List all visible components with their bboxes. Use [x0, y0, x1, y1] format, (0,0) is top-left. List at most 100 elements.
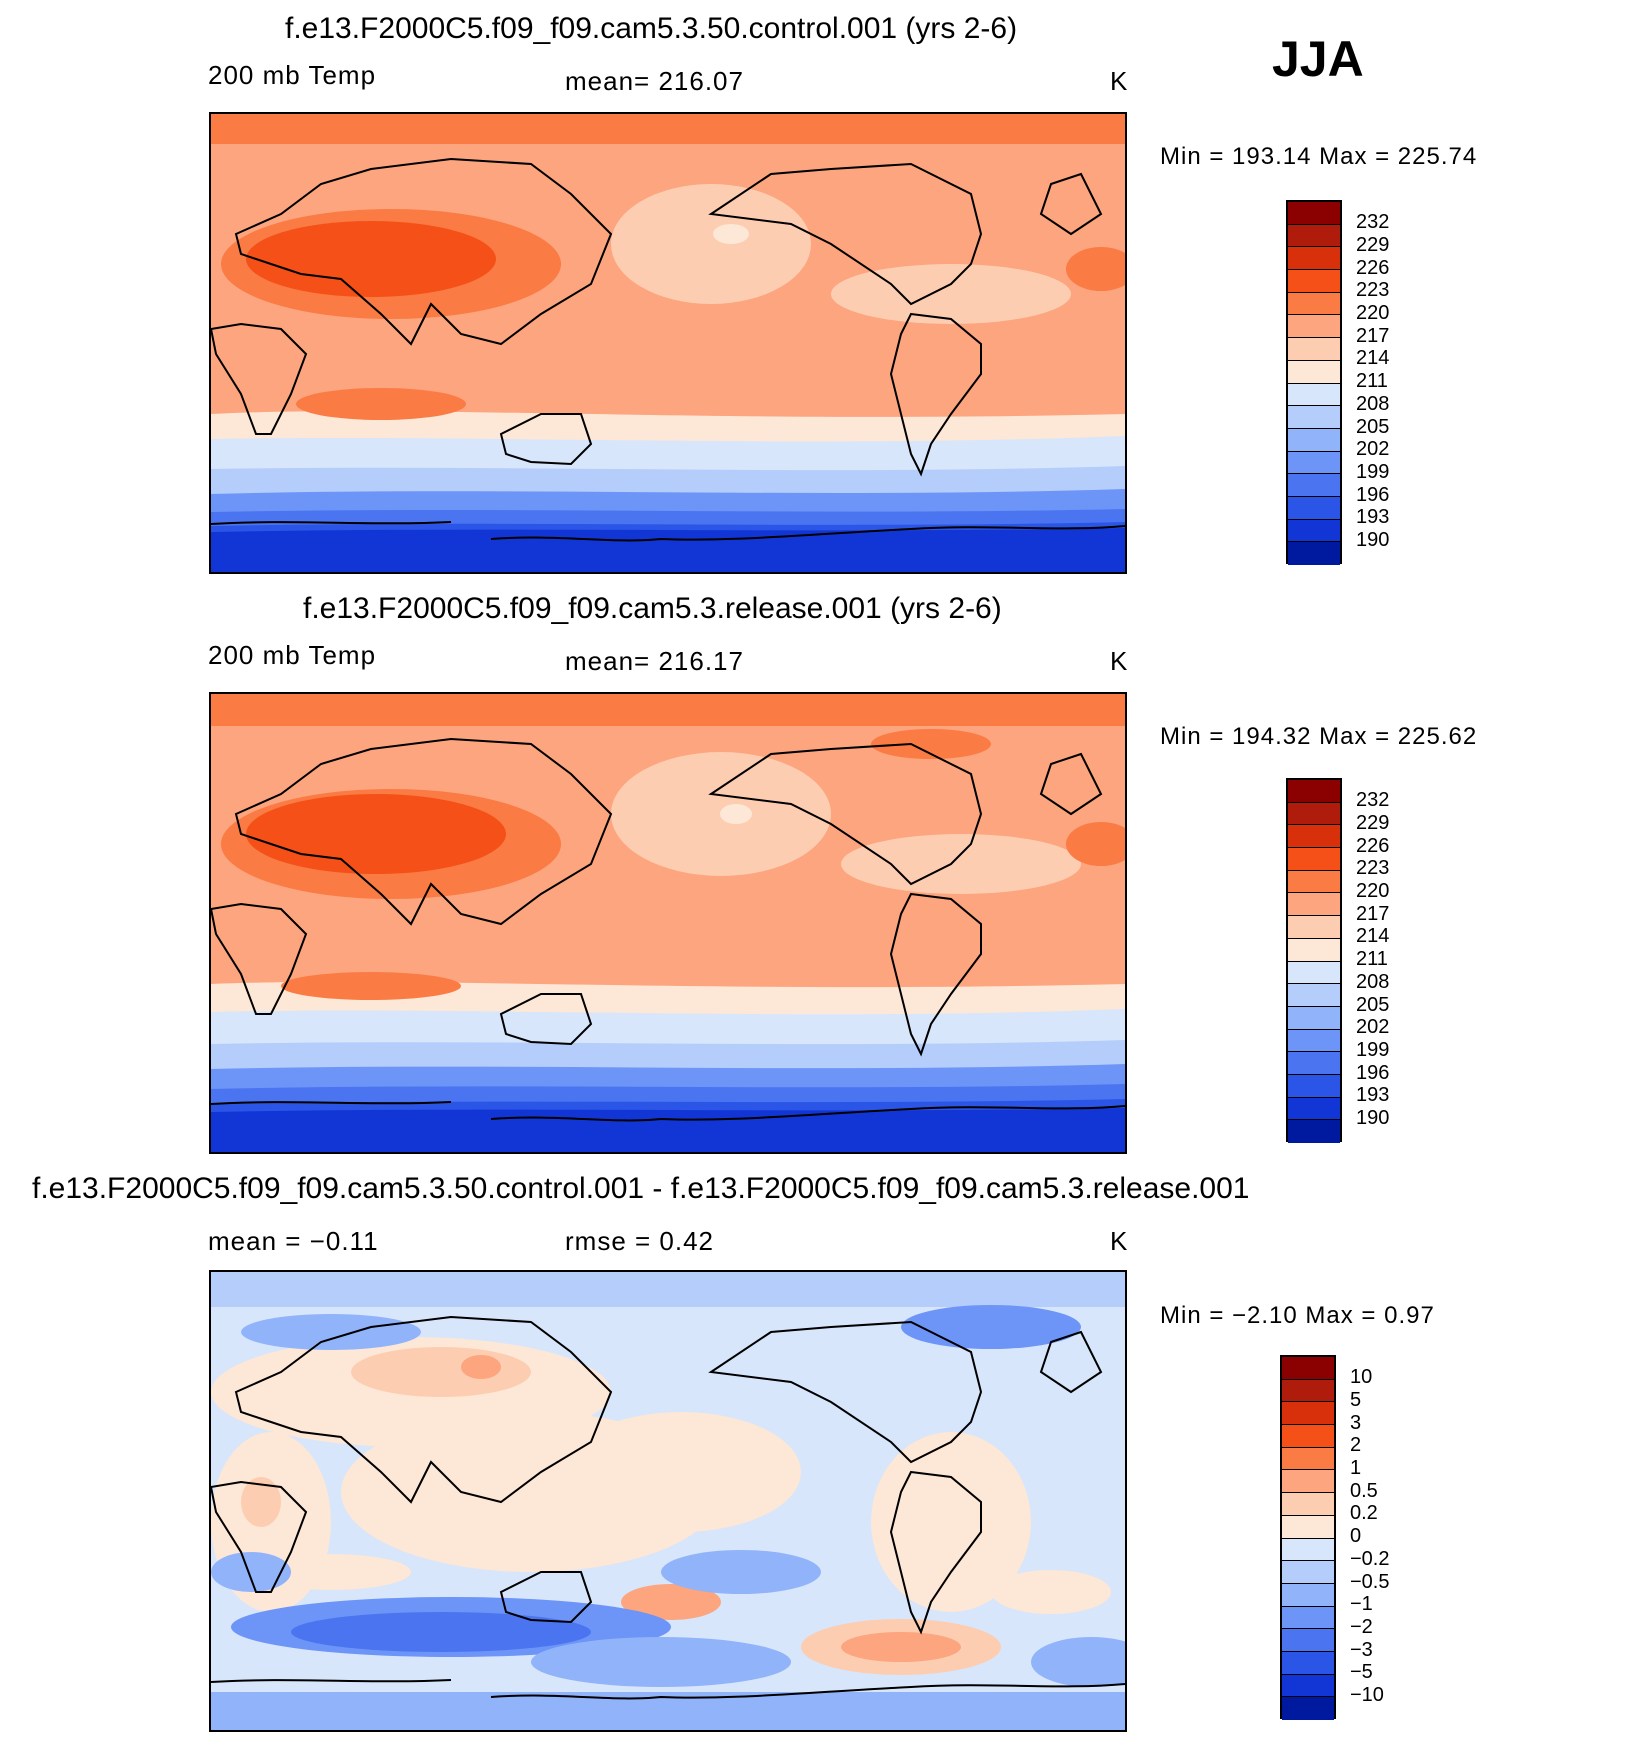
panel-2-swatch — [1288, 1029, 1340, 1053]
panel-2-swatch — [1288, 1097, 1340, 1121]
panel-2-swatch — [1288, 780, 1340, 803]
panel-1-swatch — [1288, 202, 1340, 225]
panel-3-level-label: 3 — [1350, 1412, 1362, 1434]
panel-1-level-label: 217 — [1356, 325, 1390, 347]
panel-3-swatch — [1282, 1538, 1334, 1562]
panel-2-swatch — [1288, 938, 1340, 962]
panel-3-units: K — [1110, 1226, 1129, 1256]
panel-3-rmse: rmse = 0.42 — [565, 1226, 715, 1256]
panel-1-swatch — [1288, 542, 1340, 565]
panel-1-level-label: 211 — [1356, 370, 1388, 392]
season-label: JJA — [1272, 31, 1364, 87]
panel-3-level-label: 0.5 — [1350, 1480, 1378, 1502]
panel-2-map — [209, 692, 1127, 1154]
panel-2-level-label: 202 — [1356, 1016, 1390, 1038]
panel-2-level-label: 193 — [1356, 1084, 1390, 1106]
panel-3-minmax: Min = −2.10 Max = 0.97 — [1160, 1302, 1435, 1329]
panel-3-colorbar-labels: 10 5 3 2 1 0.5 0.2 0 −0.2 −0.5 −1 −2 −3 … — [1350, 1355, 1430, 1719]
panel-3-level-label: −1 — [1350, 1593, 1373, 1615]
panel-3-level-label: 2 — [1350, 1434, 1362, 1456]
panel-3-swatch — [1282, 1357, 1334, 1380]
panel-1-swatch — [1288, 406, 1340, 429]
panel-2-swatch — [1288, 802, 1340, 826]
panel-3-swatch — [1282, 1674, 1334, 1698]
panel-3-level-label: 0 — [1350, 1525, 1362, 1547]
panel-2-level-label: 196 — [1356, 1062, 1390, 1084]
panel-3-level-label: −5 — [1350, 1661, 1373, 1683]
panel-2-field-label: 200 mb Temp — [208, 640, 377, 670]
panel-2-swatch — [1288, 848, 1340, 871]
panel-2-level-label: 208 — [1356, 971, 1390, 993]
panel-1-level-label: 190 — [1356, 529, 1390, 551]
panel-3-swatch — [1282, 1629, 1334, 1652]
panel-1-colorbar-labels: 232 229 226 223 220 217 214 211 208 205 … — [1356, 200, 1436, 564]
panel-2-title: f.e13.F2000C5.f09_f09.cam5.3.release.001… — [303, 592, 1002, 625]
panel-3-swatch — [1282, 1470, 1334, 1494]
panel-1-swatch — [1288, 519, 1340, 543]
panel-1-minmax: Min = 193.14 Max = 225.74 — [1160, 143, 1478, 170]
panel-2-level-label: 211 — [1356, 948, 1388, 970]
panel-3-swatch — [1282, 1402, 1334, 1426]
panel-1-level-label: 232 — [1356, 211, 1390, 233]
panel-1-level-label: 220 — [1356, 302, 1390, 324]
panel-3-level-label: 10 — [1350, 1366, 1373, 1388]
panel-3-swatch — [1282, 1606, 1334, 1630]
panel-1-map — [209, 112, 1127, 574]
panel-1-level-label: 214 — [1356, 347, 1390, 369]
panel-2-units: K — [1110, 646, 1129, 676]
panel-3-level-label: −3 — [1350, 1639, 1373, 1661]
panel-3-level-label: 1 — [1350, 1457, 1362, 1479]
panel-2-swatch — [1288, 893, 1340, 917]
panel-3-swatch — [1282, 1425, 1334, 1448]
panel-3-swatch — [1282, 1515, 1334, 1539]
panel-1-swatch — [1288, 315, 1340, 339]
panel-1-swatch — [1288, 383, 1340, 407]
panel-1-field-label: 200 mb Temp — [208, 60, 377, 90]
panel-2-swatch — [1288, 1006, 1340, 1030]
panel-1-swatch — [1288, 338, 1340, 361]
panel-2-level-label: 232 — [1356, 789, 1390, 811]
panel-2-swatch — [1288, 916, 1340, 939]
panel-1-mean: mean= 216.07 — [565, 66, 744, 96]
panel-2-level-label: 223 — [1356, 857, 1390, 879]
panel-3-mean: mean = −0.11 — [208, 1226, 379, 1256]
panel-3-level-label: 0.2 — [1350, 1502, 1378, 1524]
panel-2-minmax: Min = 194.32 Max = 225.62 — [1160, 723, 1478, 750]
panel-3-swatch — [1282, 1447, 1334, 1471]
panel-2-swatch — [1288, 825, 1340, 849]
panel-1-level-label: 196 — [1356, 484, 1390, 506]
panel-3-swatch — [1282, 1493, 1334, 1516]
panel-3-level-label: −0.2 — [1350, 1548, 1390, 1570]
panel-3-level-label: −2 — [1350, 1616, 1373, 1638]
panel-3-level-label: 5 — [1350, 1389, 1362, 1411]
panel-1-level-label: 202 — [1356, 438, 1390, 460]
panel-1-title: f.e13.F2000C5.f09_f09.cam5.3.50.control.… — [285, 12, 1018, 45]
panel-1-level-label: 229 — [1356, 234, 1390, 256]
panel-1-level-label: 199 — [1356, 461, 1390, 483]
panel-1-level-label: 223 — [1356, 279, 1390, 301]
panel-1-swatch — [1288, 270, 1340, 293]
panel-2-colorbar — [1286, 778, 1342, 1143]
panel-1-level-label: 205 — [1356, 416, 1390, 438]
panel-2-level-label: 229 — [1356, 812, 1390, 834]
panel-2-level-label: 190 — [1356, 1107, 1390, 1129]
panel-3-level-label: −0.5 — [1350, 1571, 1390, 1593]
panel-2-swatch — [1288, 984, 1340, 1007]
panel-2-swatch — [1288, 1120, 1340, 1143]
panel-3-title: f.e13.F2000C5.f09_f09.cam5.3.50.control.… — [32, 1172, 1250, 1205]
panel-1-swatch — [1288, 360, 1340, 384]
panel-1-swatch — [1288, 292, 1340, 316]
panel-3-swatch — [1282, 1379, 1334, 1403]
panel-3-level-label: −10 — [1350, 1684, 1384, 1706]
panel-3-map — [209, 1270, 1127, 1732]
panel-1-colorbar — [1286, 200, 1342, 565]
panel-1-swatch — [1288, 451, 1340, 475]
panel-1-swatch — [1288, 224, 1340, 248]
panel-1-units: K — [1110, 66, 1129, 96]
panel-2-level-label: 226 — [1356, 835, 1390, 857]
panel-3-swatch — [1282, 1561, 1334, 1584]
panel-1-level-label: 208 — [1356, 393, 1390, 415]
panel-2-level-label: 214 — [1356, 925, 1390, 947]
panel-1-level-label: 193 — [1356, 506, 1390, 528]
panel-2-level-label: 220 — [1356, 880, 1390, 902]
